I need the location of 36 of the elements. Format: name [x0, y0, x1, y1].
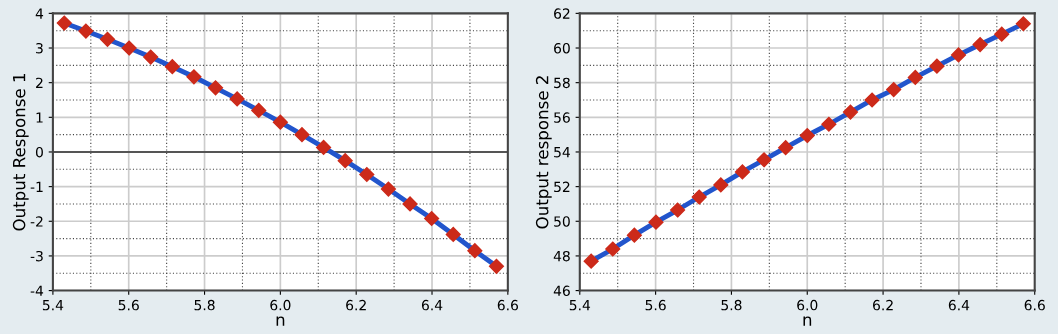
x-tick-label: 5.4 — [569, 300, 591, 311]
y-tick-label: 0 — [35, 146, 43, 158]
x-tick-label: 5.6 — [645, 299, 666, 311]
y-tick-label: 60 — [554, 42, 570, 54]
y-tick-label: 46 — [553, 285, 570, 297]
y-tick-label: 58 — [554, 77, 570, 89]
x-tick-label: 6.0 — [270, 299, 291, 311]
y-tick-label: -1 — [30, 181, 43, 192]
x-tick-label: 5.6 — [118, 299, 139, 311]
x-axis-title: n — [803, 316, 812, 326]
y-tick-label: 1 — [36, 112, 43, 123]
y-tick-label: 48 — [553, 250, 570, 262]
x-tick-label: 5.8 — [194, 299, 215, 311]
y-tick-label: 54 — [554, 147, 570, 158]
y-tick-label: -2 — [30, 216, 43, 227]
x-tick-label: 5.4 — [42, 300, 64, 311]
y-tick-label: 3 — [36, 42, 43, 54]
y-tick-label: 4 — [35, 8, 44, 19]
y-tick-label: 50 — [554, 216, 570, 227]
x-tick-label: 6.6 — [497, 299, 519, 311]
x-tick-label: 6.2 — [346, 299, 366, 311]
y-tick-label: -4 — [30, 285, 44, 296]
x-tick-label: 6.4 — [421, 299, 443, 311]
x-tick-label: 6.6 — [1024, 299, 1045, 311]
y-tick-label: 56 — [554, 112, 570, 123]
y-axis-title: Output response 2 — [535, 76, 552, 229]
y-tick-label: -3 — [30, 250, 43, 262]
y-tick-label: 2 — [36, 77, 43, 88]
x-tick-label: 5.8 — [721, 299, 742, 311]
x-tick-label: 6.4 — [948, 299, 970, 311]
x-tick-label: 6.0 — [797, 299, 818, 311]
y-tick-label: 52 — [554, 181, 570, 193]
x-tick-label: 6.2 — [873, 299, 893, 311]
y-axis-title: Output Response 1 — [12, 73, 29, 231]
x-axis-title: n — [276, 316, 285, 326]
y-tick-label: 62 — [554, 8, 570, 19]
